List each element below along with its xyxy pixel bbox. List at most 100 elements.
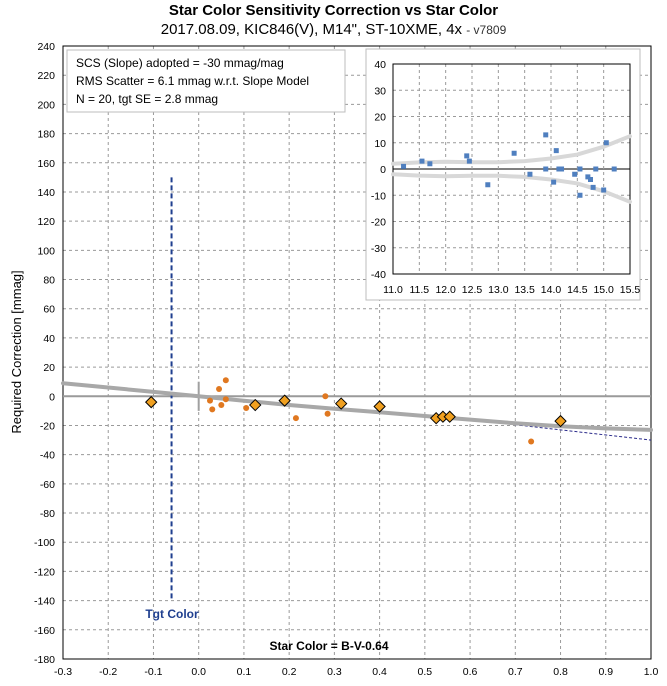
inset-x-tick-label: 15.5 [620, 284, 641, 296]
x-axis-label: Star Color = B-V-0.64 [269, 639, 388, 653]
inset-point [611, 166, 617, 172]
data-diamond [373, 400, 386, 413]
inset-y-tick-label: -30 [371, 243, 386, 255]
inset-point [601, 187, 607, 193]
inset-grid [392, 63, 631, 275]
x-tick-label: -0.1 [144, 666, 162, 678]
inset-y-tick-label: -10 [371, 190, 386, 202]
inset-point [588, 177, 593, 182]
inset-x-tick-label: 13.0 [488, 284, 509, 296]
inset-point [401, 163, 407, 169]
inset-x-tick-label: 14.0 [541, 284, 562, 296]
data-dot [207, 397, 213, 404]
plot-frame [62, 45, 652, 660]
x-tick-label: 0.1 [237, 666, 252, 678]
inset-y-tick-label: 0 [380, 164, 386, 176]
annotation-scs: SCS (Slope) adopted = -30 mmag/mag [76, 56, 284, 70]
chart-subtitle: 2017.08.09, KIC846(V), M14", ST-10XME, 4… [0, 21, 667, 38]
inset-point [511, 150, 517, 156]
x-tick-label: 0.9 [598, 666, 613, 678]
inset-point [572, 171, 578, 177]
tgt-color-label: Tgt Color [145, 607, 199, 621]
y-tick-label: -120 [34, 566, 55, 578]
data-dot [324, 410, 331, 417]
chart-title: Star Color Sensitivity Correction vs Sta… [168, 2, 499, 19]
model-curve [61, 381, 653, 432]
inset-x-tick-label: 14.5 [567, 284, 588, 296]
x-tick-label: 0.2 [282, 666, 297, 678]
y-tick-label: 240 [37, 41, 55, 53]
y-tick-label: -40 [40, 450, 55, 462]
data-dot [243, 404, 250, 411]
y-tick-label: 160 [37, 158, 55, 170]
inset-y-tick-label: 20 [374, 112, 386, 124]
y-tick-label: -100 [34, 537, 55, 549]
inset-point [577, 192, 583, 198]
inset-y-tick-label: -40 [371, 269, 386, 281]
inset-point [485, 182, 491, 188]
y-axis-label: Required Correction [mmag] [9, 270, 24, 433]
inset-band-upper [391, 134, 632, 166]
data-dot [222, 396, 229, 403]
inset-point [553, 148, 559, 154]
y-tick-label: 100 [37, 245, 55, 257]
annotation-box [66, 49, 346, 113]
data-dot [528, 438, 535, 445]
y-tick-label: 0 [49, 391, 55, 403]
inset-point [419, 158, 425, 164]
data-dot [209, 406, 216, 413]
data-dot [218, 402, 225, 409]
x-tick-label: 0.3 [327, 666, 342, 678]
inset-point [551, 179, 557, 185]
y-tick-label: 20 [43, 362, 55, 374]
y-tick-label: 120 [37, 216, 55, 228]
inset-x-tick-label: 12.5 [462, 284, 483, 296]
inset-point [543, 132, 549, 138]
data-diamond [144, 395, 158, 409]
x-tick-label: 0.6 [463, 666, 478, 678]
inset-y-tick-label: -20 [371, 217, 386, 229]
x-tick-label: 1.0 [644, 666, 659, 678]
inset-point [464, 153, 470, 159]
y-tick-label: -20 [40, 420, 55, 432]
inset-band [391, 134, 632, 204]
inset-point [577, 166, 583, 172]
annotation-rms: RMS Scatter = 6.1 mmag w.r.t. Slope Mode… [76, 74, 309, 88]
inset-y-tick-labels: 40 30 20 10 0 -10 -20 -30 -40 [371, 59, 386, 281]
inset-point [603, 140, 609, 146]
inset-band-lower [391, 172, 632, 204]
y-tick-label: 140 [37, 187, 55, 199]
inset-x-tick-labels: 11.0 11.5 12.0 12.5 13.0 13.5 14.0 14.5 15.0 15.5 [383, 284, 640, 296]
inset-y-tick-label: 40 [374, 59, 386, 71]
x-tick-label: 0.7 [508, 666, 523, 678]
inset-y-tick-label: 10 [374, 138, 386, 150]
inset-point [585, 174, 591, 180]
data-markers [144, 377, 567, 445]
inset-x-tick-label: 11.5 [409, 284, 429, 296]
inset-chart: 40 30 20 10 0 -10 -20 -30 -40 11.0 11.5 12.0 12.5 13… [365, 48, 641, 301]
x-tick-label: -0.3 [54, 666, 72, 678]
inset-point [543, 166, 549, 172]
y-tick-label: 200 [37, 99, 55, 111]
inset-point [427, 161, 433, 167]
y-tick-label: 40 [43, 333, 55, 345]
inset-x-tick-label: 11.0 [383, 284, 403, 296]
data-diamond [334, 397, 348, 410]
inset-x-tick-label: 15.0 [593, 284, 614, 296]
inset-points [401, 132, 617, 198]
y-tick-label: 80 [43, 275, 55, 287]
subtitle-text: 2017.08.09, KIC846(V), M14", ST-10XME, 4… [160, 21, 463, 38]
data-dot [322, 393, 329, 400]
data-diamond [554, 414, 567, 428]
inset-plot-frame [392, 63, 631, 275]
x-tick-label: 0.4 [372, 666, 387, 678]
x-tick-label: 0.5 [418, 666, 433, 678]
version-label: - v7809 [466, 23, 507, 37]
inset-point [593, 166, 599, 172]
inset-x-tick-label: 12.0 [435, 284, 456, 296]
y-tick-label: 180 [37, 129, 55, 141]
inset-point [527, 171, 533, 177]
y-tick-label: -80 [40, 508, 55, 520]
x-tick-label: -0.2 [99, 666, 117, 678]
